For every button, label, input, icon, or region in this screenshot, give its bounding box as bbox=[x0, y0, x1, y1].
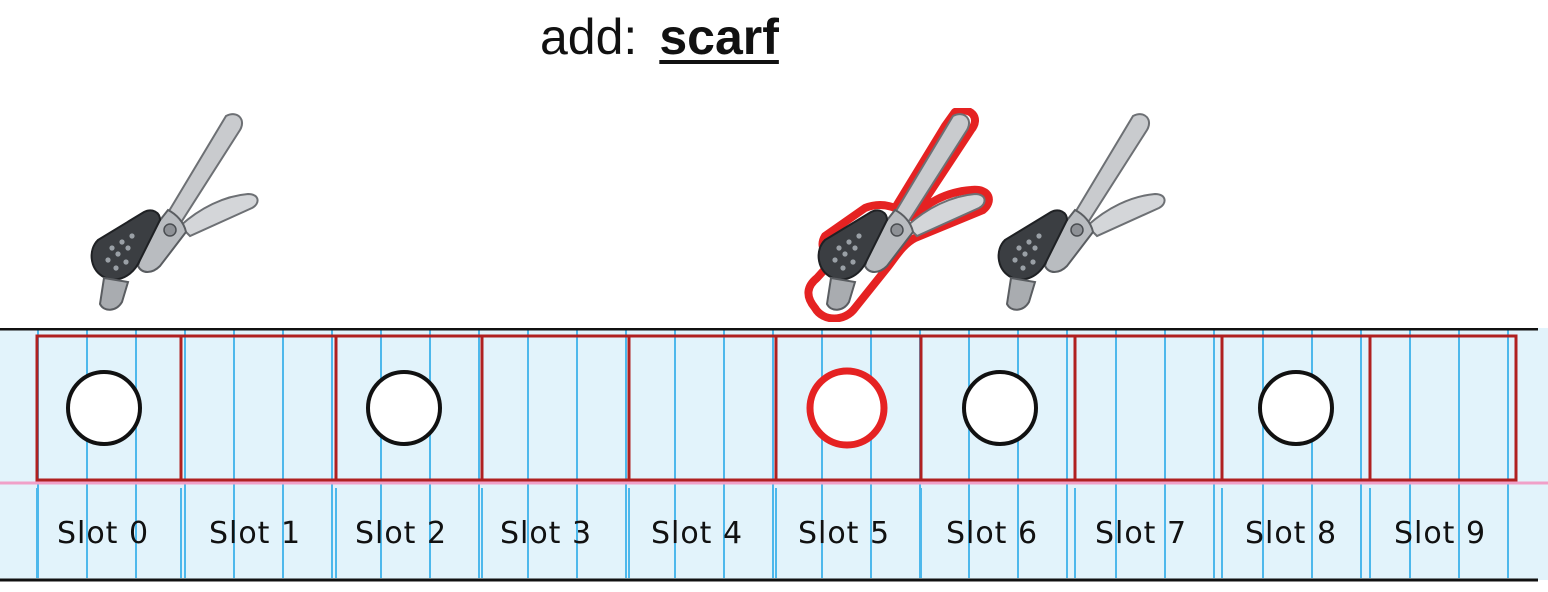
punch-pivot bbox=[1070, 223, 1084, 237]
punch-jaw-tip bbox=[98, 276, 130, 311]
highlight-outline bbox=[804, 108, 993, 322]
grip-dot bbox=[836, 245, 842, 251]
hole-punch-icon bbox=[975, 108, 1175, 322]
grip-dot bbox=[1032, 245, 1038, 251]
grip-dot bbox=[1022, 251, 1028, 257]
punch-handle-upper bbox=[891, 113, 971, 226]
slot-label: Slot 5 bbox=[797, 516, 891, 551]
grip-dot bbox=[1036, 233, 1042, 239]
punch-handle-lower bbox=[1085, 192, 1166, 238]
hole-marker bbox=[66, 370, 142, 446]
slot-strip bbox=[0, 328, 1548, 584]
grip-dot bbox=[856, 233, 862, 239]
grip-dot bbox=[846, 239, 852, 245]
slot-label: Slot 1 bbox=[208, 516, 302, 551]
grip-dot bbox=[1026, 239, 1032, 245]
slot-2 bbox=[334, 334, 484, 578]
slot-label: Slot 0 bbox=[56, 516, 150, 551]
grip-dot bbox=[1020, 265, 1026, 271]
grip-dot bbox=[1012, 257, 1018, 263]
hole-marker bbox=[962, 370, 1038, 446]
slot-label: Slot 9 bbox=[1393, 516, 1487, 551]
grip-dot bbox=[832, 257, 838, 263]
grip-dot bbox=[842, 251, 848, 257]
punch-handle-lower bbox=[178, 192, 259, 238]
punch-pivot bbox=[890, 223, 904, 237]
grip-dot bbox=[852, 245, 858, 251]
slot-label: Slot 8 bbox=[1244, 516, 1338, 551]
hole-marker bbox=[1258, 370, 1334, 446]
hole-punch-icon bbox=[68, 108, 268, 322]
grip-dot bbox=[109, 245, 115, 251]
punch-handle-lower bbox=[905, 192, 986, 238]
operation-word: scarf bbox=[659, 9, 779, 65]
grip-dot bbox=[129, 233, 135, 239]
punch-jaw-tip bbox=[825, 276, 857, 311]
slot-5 bbox=[774, 334, 923, 578]
slot-label: Slot 3 bbox=[499, 516, 593, 551]
slot-label: Slot 2 bbox=[354, 516, 448, 551]
slot-label: Slot 6 bbox=[945, 516, 1039, 551]
slot-9 bbox=[1368, 334, 1518, 578]
grip-dot bbox=[850, 259, 856, 265]
grip-dot bbox=[840, 265, 846, 271]
grip-dot bbox=[1030, 259, 1036, 265]
hole-marker-highlighted bbox=[806, 367, 888, 449]
punch-jaw-tip bbox=[1005, 276, 1037, 311]
grip-dot bbox=[1016, 245, 1022, 251]
grip-dot bbox=[119, 239, 125, 245]
punch-handle-upper bbox=[164, 113, 244, 226]
punch-handle-upper bbox=[1071, 113, 1151, 226]
operation-label: add: bbox=[540, 9, 638, 65]
slot-8 bbox=[1220, 334, 1372, 578]
grip-dot bbox=[105, 257, 111, 263]
punch-pivot bbox=[163, 223, 177, 237]
slot-label: Slot 7 bbox=[1094, 516, 1188, 551]
slot-label: Slot 4 bbox=[650, 516, 744, 551]
hole-marker bbox=[366, 370, 442, 446]
slot-box bbox=[1368, 334, 1518, 482]
grip-dot bbox=[125, 245, 131, 251]
grip-dot bbox=[115, 251, 121, 257]
grip-dot bbox=[123, 259, 129, 265]
grip-dot bbox=[113, 265, 119, 271]
operation-title: add: scarf bbox=[540, 8, 779, 78]
hole-punch-icon bbox=[795, 108, 995, 322]
